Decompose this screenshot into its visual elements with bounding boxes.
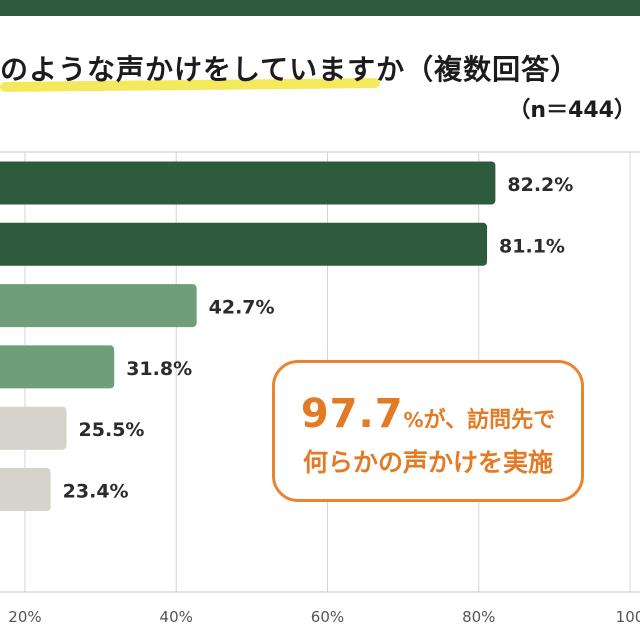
x-tick-label: 80%: [462, 608, 495, 626]
bar-value-label: 82.2%: [507, 174, 573, 196]
bar-value-label: 81.1%: [499, 235, 565, 257]
bar-value-label: 31.8%: [126, 358, 192, 380]
bar: [0, 222, 488, 266]
callout-line-2: 何らかの声かけを実施: [302, 448, 553, 477]
callout-line-1: 97.7%が、訪問先で: [275, 391, 581, 437]
top-bar: [0, 0, 640, 16]
callout-highlight: 97.7: [300, 391, 404, 437]
bar: [0, 345, 115, 389]
bar: [0, 161, 496, 205]
x-tick-label: 60%: [311, 608, 344, 626]
chart-title: のような声かけをしていますか（複数回答）: [0, 53, 580, 86]
bar-value-label: 42.7%: [209, 297, 275, 319]
bar-value-label: 23.4%: [63, 481, 129, 503]
bar-value-label: 25.5%: [79, 419, 145, 441]
sample-size: （n＝444）: [508, 98, 636, 123]
bar: [0, 406, 67, 450]
callout-pct-sign: %: [403, 408, 424, 432]
callout-line-1-rest: が、訪問先で: [423, 408, 556, 433]
bar: [0, 284, 197, 328]
callout-box: 97.7%が、訪問先で 何らかの声かけを実施: [272, 360, 584, 502]
x-tick-label: 40%: [160, 608, 193, 626]
bar: [0, 468, 51, 511]
x-tick-label: 20%: [8, 608, 41, 626]
x-tick-label: 100: [616, 608, 640, 626]
